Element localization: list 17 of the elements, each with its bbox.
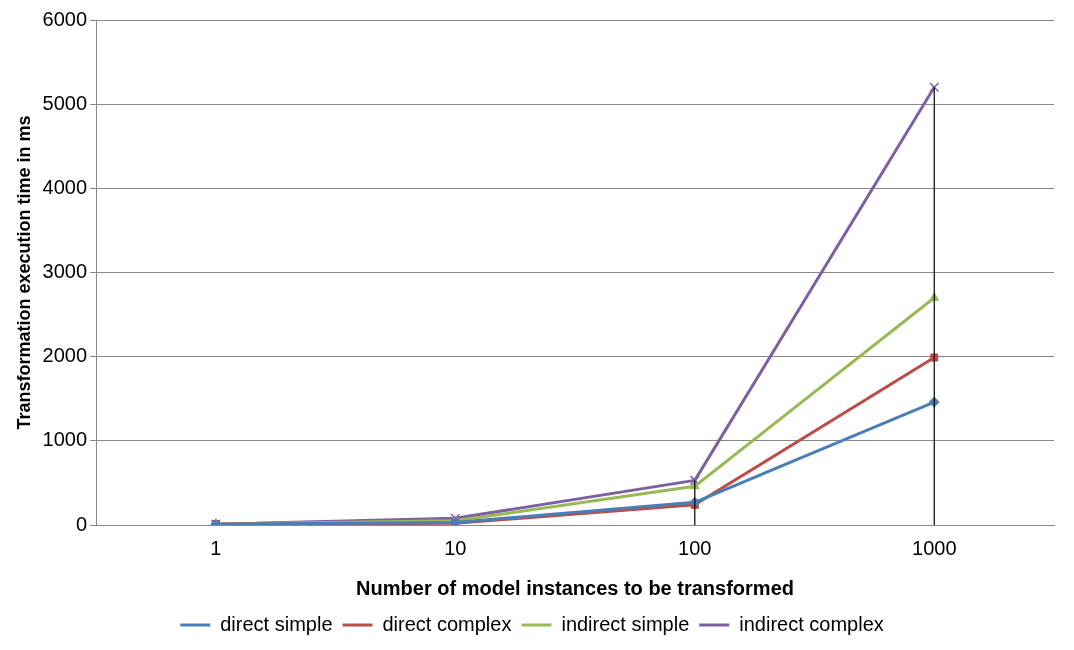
legend-label: direct simple (220, 612, 333, 635)
y-tick-label: 6000 (42, 7, 88, 30)
x-tick-label: 100 (678, 536, 712, 559)
legend-label: direct complex (382, 612, 512, 635)
y-tick-label: 2000 (42, 344, 88, 367)
y-tick-label: 1000 (42, 428, 88, 451)
y-axis-title: Transformation execution time in ms (13, 115, 34, 430)
y-tick-label: 3000 (42, 260, 88, 283)
x-tick-label: 1 (210, 536, 222, 559)
y-tick-label: 5000 (42, 91, 88, 114)
y-tick-label: 4000 (42, 175, 88, 198)
x-tick-label: 10 (444, 536, 467, 559)
y-tick-label: 0 (75, 512, 88, 535)
legend-label: indirect simple (561, 612, 690, 635)
x-tick-label: 1000 (912, 536, 957, 559)
x-axis-title: Number of model instances to be transformed (356, 576, 794, 599)
legend-label: indirect complex (739, 612, 884, 635)
